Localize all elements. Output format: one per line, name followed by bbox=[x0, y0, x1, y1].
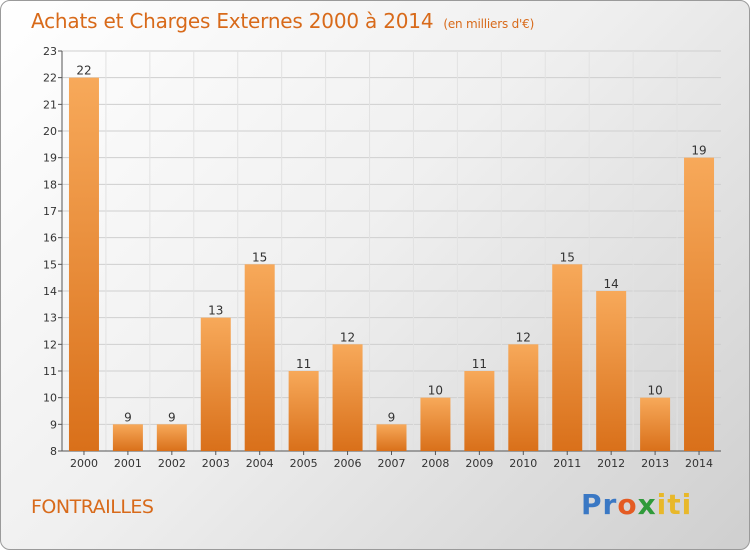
data-label: 15 bbox=[560, 250, 575, 264]
y-tick-label: 11 bbox=[43, 365, 57, 378]
data-label: 14 bbox=[604, 277, 619, 291]
x-tick-label: 2006 bbox=[334, 457, 362, 470]
x-tick-label: 2005 bbox=[290, 457, 318, 470]
data-label: 9 bbox=[388, 410, 396, 424]
x-tick-label: 2000 bbox=[70, 457, 98, 470]
bar bbox=[200, 317, 231, 451]
data-label: 19 bbox=[691, 144, 706, 158]
logo-part-3: x bbox=[637, 488, 657, 521]
data-label: 9 bbox=[124, 410, 132, 424]
y-tick-label: 12 bbox=[43, 338, 57, 351]
bar bbox=[508, 344, 539, 451]
bar bbox=[684, 157, 715, 451]
x-tick-label: 2007 bbox=[378, 457, 406, 470]
y-tick-label: 16 bbox=[43, 232, 57, 245]
chart-title-text: Achats et Charges Externes 2000 à 2014 bbox=[31, 9, 434, 33]
bar bbox=[288, 371, 319, 451]
bar bbox=[112, 424, 143, 451]
x-tick-label: 2010 bbox=[509, 457, 537, 470]
bar bbox=[420, 397, 451, 451]
x-tick-label: 2003 bbox=[202, 457, 230, 470]
bar bbox=[68, 77, 99, 452]
y-tick-label: 18 bbox=[43, 178, 57, 191]
x-tick-label: 2008 bbox=[421, 457, 449, 470]
x-tick-label: 2002 bbox=[158, 457, 186, 470]
logo-part-2: o bbox=[617, 488, 638, 521]
logo-part-1: Pr bbox=[581, 488, 618, 521]
bar bbox=[244, 264, 275, 451]
bar bbox=[640, 397, 671, 451]
y-tick-label: 21 bbox=[43, 98, 57, 111]
data-label: 12 bbox=[340, 330, 355, 344]
bar bbox=[464, 371, 495, 451]
y-tick-label: 15 bbox=[43, 258, 57, 271]
y-tick-label: 14 bbox=[43, 285, 57, 298]
bar bbox=[332, 344, 363, 451]
data-label: 10 bbox=[647, 384, 662, 398]
labels: 22 2000 9 2001 9 2002 13 2003 15 2004 11 2005 12 2006… bbox=[70, 64, 713, 470]
y-tick-label: 17 bbox=[43, 205, 57, 218]
data-label: 11 bbox=[296, 357, 311, 371]
proxiti-logo: Proxiti bbox=[581, 488, 692, 521]
y-tick-label: 19 bbox=[43, 152, 57, 165]
data-label: 11 bbox=[472, 357, 487, 371]
y-tick-label: 10 bbox=[43, 392, 57, 405]
data-label: 13 bbox=[208, 304, 223, 318]
x-tick-label: 2012 bbox=[597, 457, 625, 470]
bars bbox=[68, 77, 715, 452]
data-label: 10 bbox=[428, 384, 443, 398]
data-label: 15 bbox=[252, 250, 267, 264]
y-tick-label: 9 bbox=[50, 418, 57, 431]
bar bbox=[156, 424, 187, 451]
x-tick-label: 2014 bbox=[685, 457, 713, 470]
data-label: 9 bbox=[168, 410, 176, 424]
x-tick-label: 2004 bbox=[246, 457, 274, 470]
bar bbox=[552, 264, 583, 451]
y-tick-label: 13 bbox=[43, 312, 57, 325]
y-tick-label: 22 bbox=[43, 72, 57, 85]
y-tick-label: 23 bbox=[43, 45, 57, 58]
x-tick-label: 2011 bbox=[553, 457, 581, 470]
x-tick-label: 2001 bbox=[114, 457, 142, 470]
y-tick-label: 20 bbox=[43, 125, 57, 138]
data-label: 12 bbox=[516, 330, 531, 344]
bar bbox=[596, 291, 627, 451]
chart-title: Achats et Charges Externes 2000 à 2014 (e… bbox=[31, 9, 534, 33]
data-label: 22 bbox=[76, 64, 91, 78]
logo-part-4: iti bbox=[656, 488, 693, 521]
bar bbox=[376, 424, 407, 451]
x-tick-label: 2009 bbox=[465, 457, 493, 470]
y-tick-label: 8 bbox=[50, 445, 57, 458]
chart-unit: (en milliers d'€) bbox=[443, 17, 535, 31]
city-name: FONTRAILLES bbox=[31, 496, 154, 518]
x-tick-label: 2013 bbox=[641, 457, 669, 470]
